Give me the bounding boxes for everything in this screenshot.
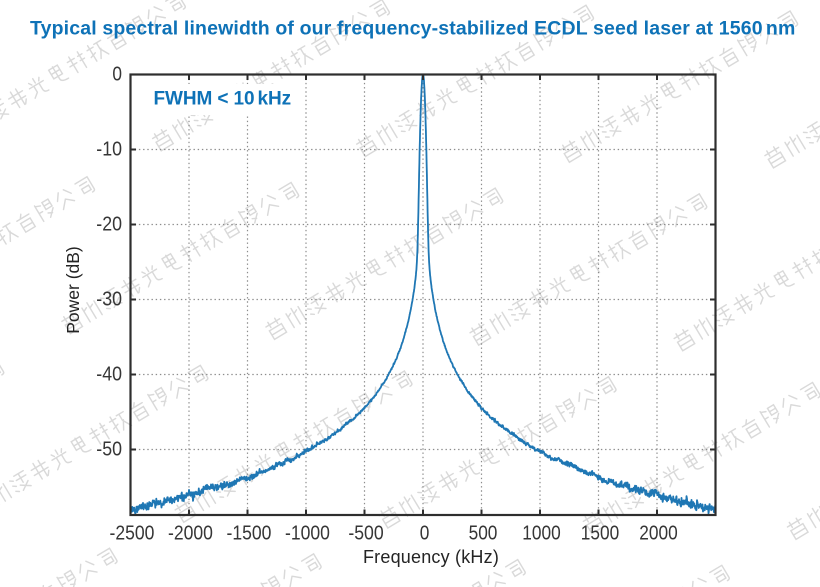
svg-text:-20: -20 [96,214,122,236]
svg-text:-2000: -2000 [168,523,213,545]
svg-text:500: 500 [469,523,498,545]
svg-text:-1000: -1000 [285,523,330,545]
svg-text:-1500: -1500 [227,523,272,545]
svg-text:Typical spectral linewidth of: Typical spectral linewidth of our freque… [30,18,795,40]
svg-text:Power (dB): Power (dB) [63,246,83,334]
svg-text:1500: 1500 [581,523,619,545]
svg-text:-2500: -2500 [110,523,155,545]
svg-text:0: 0 [420,523,430,545]
svg-text:-30: -30 [96,289,122,311]
svg-text:2000: 2000 [639,523,677,545]
svg-text:-40: -40 [96,364,122,386]
svg-text:Frequency (kHz): Frequency (kHz) [363,547,499,567]
svg-text:1000: 1000 [522,523,560,545]
svg-text:-50: -50 [96,439,122,461]
svg-text:-10: -10 [96,139,122,161]
svg-text:-500: -500 [348,523,383,545]
svg-text:0: 0 [112,64,122,86]
